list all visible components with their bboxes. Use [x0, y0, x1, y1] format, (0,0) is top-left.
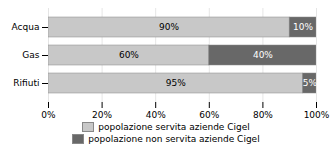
svg-text:95%: 95% — [166, 78, 186, 88]
svg-text:40%: 40% — [253, 50, 273, 60]
svg-text:40%: 40% — [146, 110, 166, 120]
svg-text:10%: 10% — [293, 22, 313, 32]
svg-text:Rifiuti: Rifiuti — [13, 78, 39, 88]
html-text:popolazione non servita aziend: popolazione non servita aziende Cigel — [88, 134, 260, 144]
svg-text:0%: 0% — [41, 110, 56, 120]
svg-text:5%: 5% — [303, 78, 318, 88]
svg-text:Gas: Gas — [22, 50, 39, 60]
svg-text:100%: 100% — [304, 110, 330, 120]
svg-text:90%: 90% — [159, 22, 179, 32]
svg-text:80%: 80% — [253, 110, 273, 120]
svg-text:60%: 60% — [199, 110, 219, 120]
svg-text:60%: 60% — [119, 50, 139, 60]
svg-text:20%: 20% — [92, 110, 112, 120]
html-text:popolazione servita aziende Ci: popolazione servita aziende Cigel — [98, 122, 250, 132]
svg-text:Acqua: Acqua — [12, 22, 40, 32]
